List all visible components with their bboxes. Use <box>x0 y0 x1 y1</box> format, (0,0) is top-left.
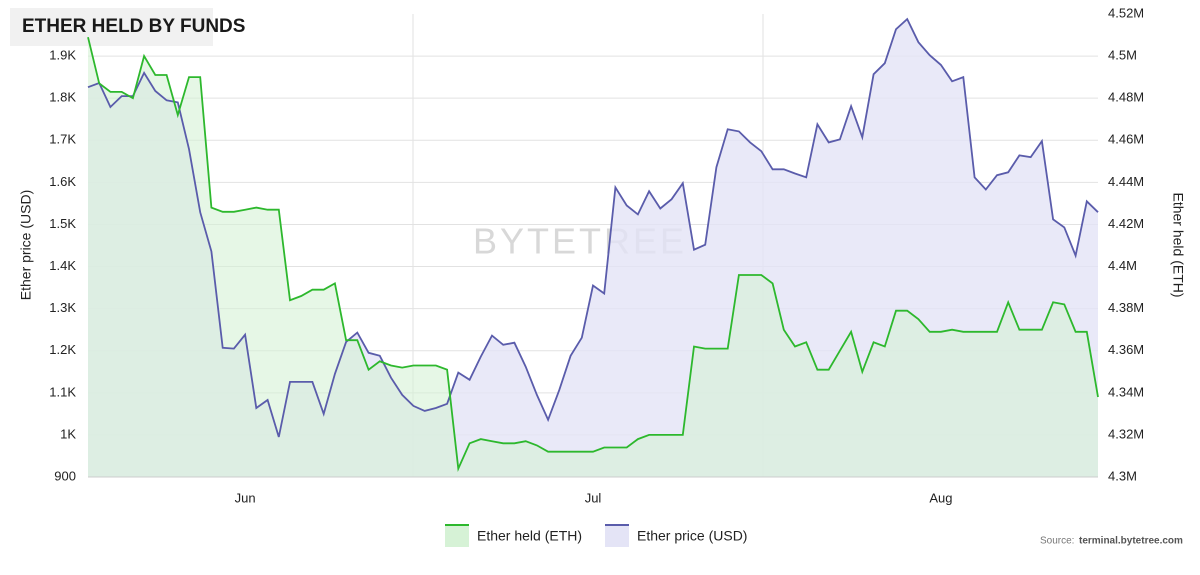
line <box>87 36 1099 472</box>
y2-tick-label: 4.3M <box>1108 468 1137 483</box>
y-tick-label: 1.3K <box>49 300 76 315</box>
y-tick-label: 1.1K <box>49 384 76 399</box>
legend-swatch <box>445 525 469 547</box>
title-box <box>10 8 213 46</box>
legend-swatch <box>605 525 629 547</box>
legend-label: Ether held (ETH) <box>477 528 582 544</box>
y-axis-label: Ether price (USD) <box>18 190 34 300</box>
source-label: Source: <box>1040 536 1074 547</box>
y-tick-label: 1.5K <box>49 216 76 231</box>
y-tick-label: 1.8K <box>49 90 76 105</box>
legend-label: Ether price (USD) <box>637 528 747 544</box>
area <box>88 37 1098 477</box>
x-tick-label: Jun <box>235 490 256 505</box>
y-tick-label: 1.2K <box>49 342 76 357</box>
y2-tick-label: 4.52M <box>1108 5 1144 20</box>
y-tick-label: 1.4K <box>49 258 76 273</box>
y-tick-label: 900 <box>54 468 76 483</box>
y2-tick-label: 4.5M <box>1108 48 1137 63</box>
y-tick-label: 1.6K <box>49 174 76 189</box>
y2-tick-label: 4.34M <box>1108 384 1144 399</box>
y2-tick-label: 4.32M <box>1108 426 1144 441</box>
y-tick-label: 1K <box>60 426 76 441</box>
line <box>87 17 1099 438</box>
y2-tick-label: 4.38M <box>1108 300 1144 315</box>
y2-tick-label: 4.48M <box>1108 90 1144 105</box>
y2-tick-label: 4.42M <box>1108 216 1144 231</box>
chart-title: ETHER HELD BY FUNDS <box>22 16 245 37</box>
y2-tick-label: 4.44M <box>1108 174 1144 189</box>
y2-tick-label: 4.4M <box>1108 258 1137 273</box>
y-tick-label: 1.9K <box>49 48 76 63</box>
y-tick-label: 1.7K <box>49 132 76 147</box>
y2-axis-label: Ether held (ETH) <box>1170 192 1186 297</box>
source-site: terminal.bytetree.com <box>1079 536 1183 547</box>
y2-tick-label: 4.36M <box>1108 342 1144 357</box>
x-tick-label: Aug <box>929 490 952 505</box>
y2-tick-label: 4.46M <box>1108 132 1144 147</box>
x-tick-label: Jul <box>585 490 602 505</box>
